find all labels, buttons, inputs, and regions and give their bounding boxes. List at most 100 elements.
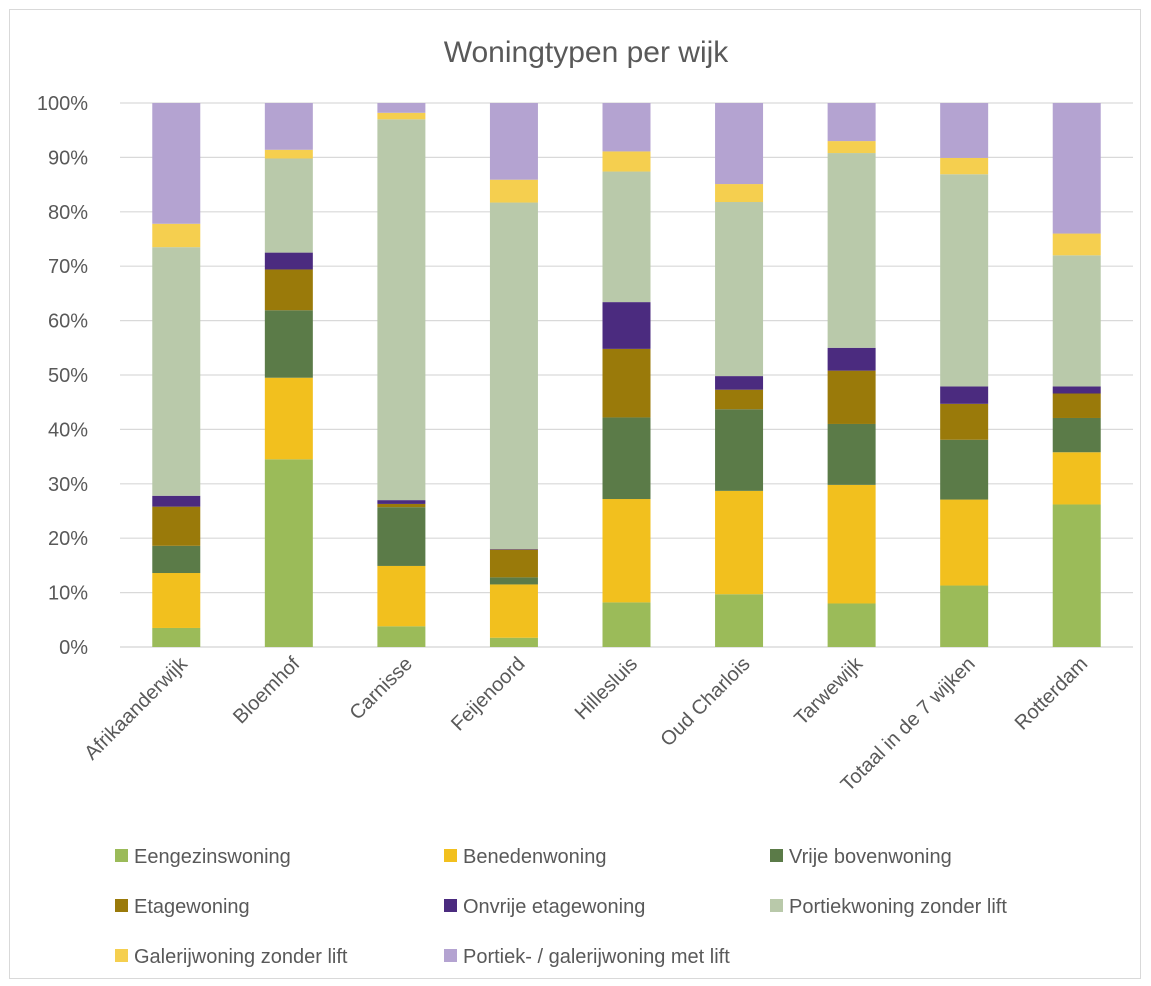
legend-swatch <box>444 949 457 962</box>
legend-swatch <box>115 849 128 862</box>
bar-stack <box>1052 103 1101 647</box>
bar-segment <box>715 376 764 390</box>
bar-segment <box>715 594 764 647</box>
x-category-label: Feijenoord <box>447 653 529 735</box>
y-tick-label: 100% <box>37 93 88 115</box>
bar-stacks <box>152 103 1101 647</box>
bar-segment <box>264 149 313 159</box>
legend-item: Portiek- / galerijwoning met lift <box>444 946 730 968</box>
bar-segment <box>264 103 313 150</box>
legend-item: Galerijwoning zonder lift <box>115 946 348 968</box>
legend-label: Galerijwoning zonder lift <box>134 946 348 968</box>
legend-label: Portiekwoning zonder lift <box>789 896 1007 918</box>
bar-segment <box>264 269 313 311</box>
bar-segment <box>377 500 426 504</box>
bar-segment <box>152 223 201 248</box>
bar-segment <box>715 103 764 185</box>
bar-segment <box>377 507 426 566</box>
legend-item: Portiekwoning zonder lift <box>770 896 1007 918</box>
bar-segment <box>602 499 651 603</box>
legend-label: Onvrije etagewoning <box>463 896 645 918</box>
legend-label: Portiek- / galerijwoning met lift <box>463 946 730 968</box>
bar-segment <box>827 484 876 604</box>
bar-segment <box>827 153 876 348</box>
bar-segment <box>827 603 876 647</box>
bar-segment <box>489 584 538 638</box>
bar-segment <box>1052 255 1101 387</box>
bar-segment <box>264 158 313 253</box>
bar-stack <box>715 103 764 647</box>
x-category-label: Oud Charlois <box>657 653 755 751</box>
x-category-label: Bloemhof <box>229 653 305 729</box>
x-category-label: Afrikaanderwijk <box>80 652 192 764</box>
legend-label: Benedenwoning <box>463 846 606 868</box>
bar-segment <box>489 549 538 550</box>
x-category-label: Rotterdam <box>1011 653 1093 735</box>
bar-segment <box>489 549 538 578</box>
y-tick-label: 0% <box>59 637 88 659</box>
y-tick-label: 70% <box>48 256 88 278</box>
bar-segment <box>827 370 876 424</box>
bar-segment <box>1052 452 1101 505</box>
legend-swatch <box>444 899 457 912</box>
x-category-label: Tarwewijk <box>790 652 868 730</box>
bar-segment <box>940 103 989 158</box>
bar-segment <box>715 389 764 410</box>
y-tick-label: 20% <box>48 528 88 550</box>
bar-segment <box>489 179 538 203</box>
bar-segment <box>377 103 426 113</box>
bar-segment <box>1052 504 1101 647</box>
bar-segment <box>152 247 201 496</box>
bar-segment <box>940 157 989 175</box>
legend-swatch <box>770 849 783 862</box>
bar-segment <box>715 184 764 203</box>
bar-segment <box>940 439 989 500</box>
y-tick-label: 50% <box>48 365 88 387</box>
bar-stack <box>152 103 201 647</box>
bar-segment <box>1052 103 1101 234</box>
legend-label: Vrije bovenwoning <box>789 846 952 868</box>
bar-segment <box>152 495 201 507</box>
bar-segment <box>602 302 651 349</box>
bar-segment <box>602 602 651 647</box>
y-axis-ticks: 0% 10% 20% 30% 40% 50% 60% 70% 80% 90% 100% <box>37 93 88 659</box>
legend-swatch <box>444 849 457 862</box>
bar-segment <box>1052 393 1101 418</box>
bar-segment <box>602 151 651 172</box>
bar-segment <box>715 490 764 595</box>
legend-swatch <box>770 899 783 912</box>
bar-segment <box>152 545 201 574</box>
bar-segment <box>1052 417 1101 453</box>
bar-segment <box>377 503 426 508</box>
y-tick-label: 90% <box>48 147 88 169</box>
bar-segment <box>827 141 876 154</box>
legend-item: Etagewoning <box>115 896 250 918</box>
bar-segment <box>152 103 201 224</box>
bar-segment <box>152 573 201 628</box>
bar-stack <box>377 103 426 647</box>
bar-stack <box>602 103 651 647</box>
legend-item: Benedenwoning <box>444 846 606 868</box>
bar-segment <box>489 637 538 647</box>
y-tick-label: 30% <box>48 474 88 496</box>
legend-item: Vrije bovenwoning <box>770 846 952 868</box>
bar-segment <box>715 409 764 491</box>
bar-segment <box>264 252 313 270</box>
bar-segment <box>940 174 989 387</box>
legend-label: Etagewoning <box>134 896 250 918</box>
bar-segment <box>377 565 426 627</box>
bar-segment <box>827 103 876 142</box>
bar-segment <box>152 627 201 647</box>
bar-segment <box>827 423 876 485</box>
legend-swatch <box>115 949 128 962</box>
bar-stack <box>827 103 876 647</box>
legend: Eengezinswoning Benedenwoning Vrije bovenw… <box>115 846 1007 968</box>
bar-segment <box>264 310 313 378</box>
bar-segment <box>264 459 313 647</box>
bar-segment <box>940 499 989 586</box>
x-category-label: Carnisse <box>346 653 417 724</box>
y-tick-label: 80% <box>48 202 88 224</box>
bar-segment <box>489 103 538 180</box>
bar-segment <box>489 577 538 585</box>
